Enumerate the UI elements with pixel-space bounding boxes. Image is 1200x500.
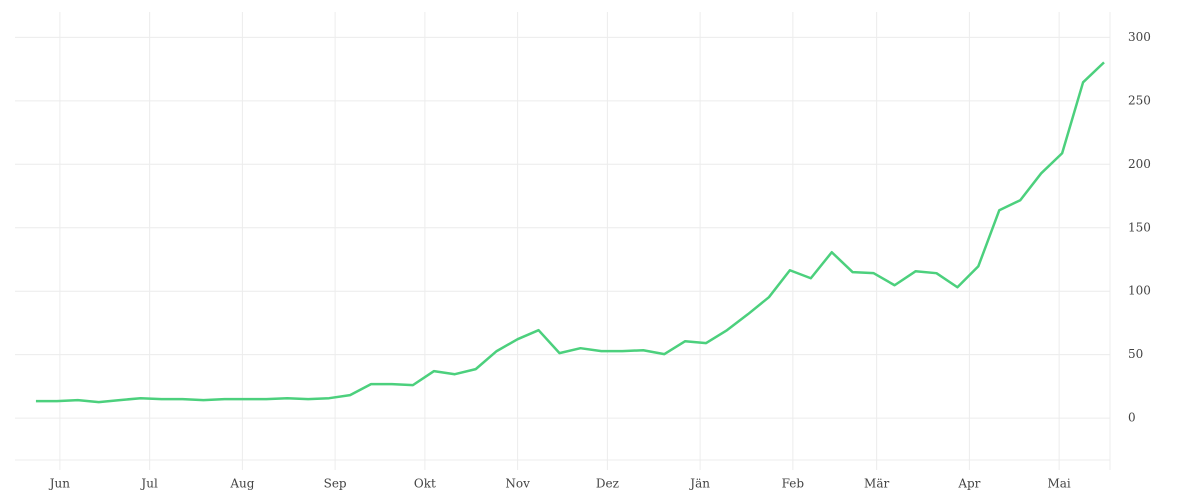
line-series	[35, 61, 1105, 404]
y-tick-label: 250	[1128, 93, 1151, 107]
y-tick-label: 0	[1128, 411, 1136, 425]
x-tick-label: Okt	[414, 477, 436, 491]
x-tick-label: Aug	[229, 477, 254, 491]
x-tick-label: Dez	[596, 477, 619, 491]
y-tick-label: 100	[1128, 284, 1151, 298]
x-tick-label: Mär	[864, 477, 889, 491]
y-tick-label: 300	[1128, 30, 1151, 44]
y-tick-label: 200	[1128, 157, 1151, 171]
x-tick-label: Nov	[505, 477, 530, 491]
y-tick-label: 50	[1128, 347, 1143, 361]
y-tick-label: 150	[1128, 220, 1151, 234]
x-tick-label: Apr	[957, 477, 980, 491]
x-tick-label: Jun	[48, 477, 71, 491]
x-tick-label: Mai	[1047, 477, 1070, 491]
x-tick-label: Jul	[139, 477, 158, 491]
x-tick-label: Sep	[324, 477, 347, 491]
x-tick-label: Feb	[782, 477, 805, 491]
x-tick-label: Jän	[688, 477, 710, 491]
